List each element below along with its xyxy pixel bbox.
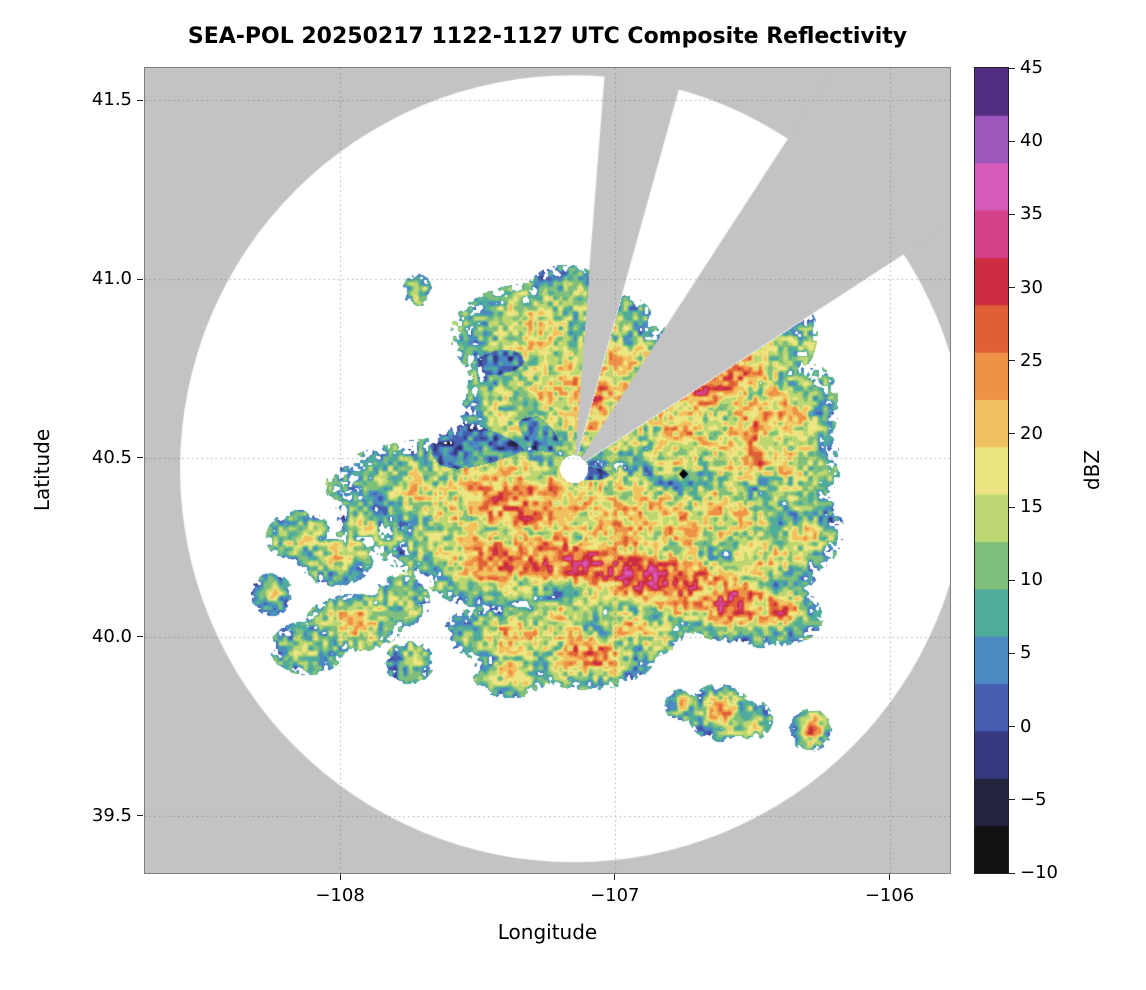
x-tick-mark (339, 874, 341, 880)
y-tick-mark (137, 99, 143, 101)
colorbar-tick-mark (1009, 433, 1015, 435)
colorbar-tick-label: 0 (1020, 715, 1032, 737)
colorbar-tick-mark (1009, 652, 1015, 654)
y-tick-label: 39.5 (91, 804, 132, 826)
colorbar-tick-mark (1009, 67, 1015, 69)
colorbar-tick-label: 10 (1020, 569, 1043, 591)
colorbar-label: dBZ (1080, 449, 1104, 491)
colorbar-tick-label: 20 (1020, 422, 1043, 444)
y-tick-mark (137, 636, 143, 638)
colorbar-tick-label: 30 (1020, 276, 1043, 298)
colorbar-tick-label: 45 (1020, 57, 1043, 78)
chart-title: SEA-POL 20250217 1122-1127 UTC Composite… (187, 24, 908, 49)
y-tick-mark (137, 278, 143, 280)
colorbar-tick-mark (1009, 799, 1015, 801)
x-tick-label: −107 (590, 885, 640, 906)
y-tick-label: 41.5 (91, 89, 132, 111)
y-tick-label: 41.0 (91, 268, 132, 290)
colorbar-tick-label: 35 (1020, 203, 1043, 225)
y-tick-mark (137, 815, 143, 817)
radar-ppi-canvas (145, 68, 950, 873)
colorbar-tick-mark (1009, 579, 1015, 581)
colorbar (974, 67, 1009, 874)
colorbar-tick-mark (1009, 287, 1015, 289)
colorbar-tick-label: 15 (1020, 496, 1043, 518)
y-axis-label: Latitude (30, 428, 54, 512)
colorbar-tick-mark (1009, 726, 1015, 728)
x-tick-mark (889, 874, 891, 880)
colorbar-tick-mark (1009, 360, 1015, 362)
colorbar-tick-label: 5 (1020, 642, 1032, 664)
y-tick-label: 40.0 (91, 625, 132, 647)
plot-area (144, 67, 951, 874)
colorbar-tick-mark (1009, 140, 1015, 142)
colorbar-tick-mark (1009, 506, 1015, 508)
x-tick-mark (614, 874, 616, 880)
x-axis-label: Longitude (497, 920, 598, 944)
colorbar-tick-label: −10 (1020, 862, 1058, 883)
colorbar-tick-mark (1009, 872, 1015, 874)
y-tick-label: 40.5 (91, 446, 132, 468)
colorbar-tick-mark (1009, 213, 1015, 215)
x-tick-label: −106 (864, 885, 915, 906)
colorbar-canvas (975, 68, 1008, 873)
colorbar-tick-label: 40 (1020, 130, 1043, 152)
colorbar-tick-label: −5 (1020, 788, 1047, 810)
colorbar-tick-label: 25 (1020, 349, 1043, 371)
x-tick-label: −108 (315, 885, 365, 906)
y-tick-mark (137, 457, 143, 459)
